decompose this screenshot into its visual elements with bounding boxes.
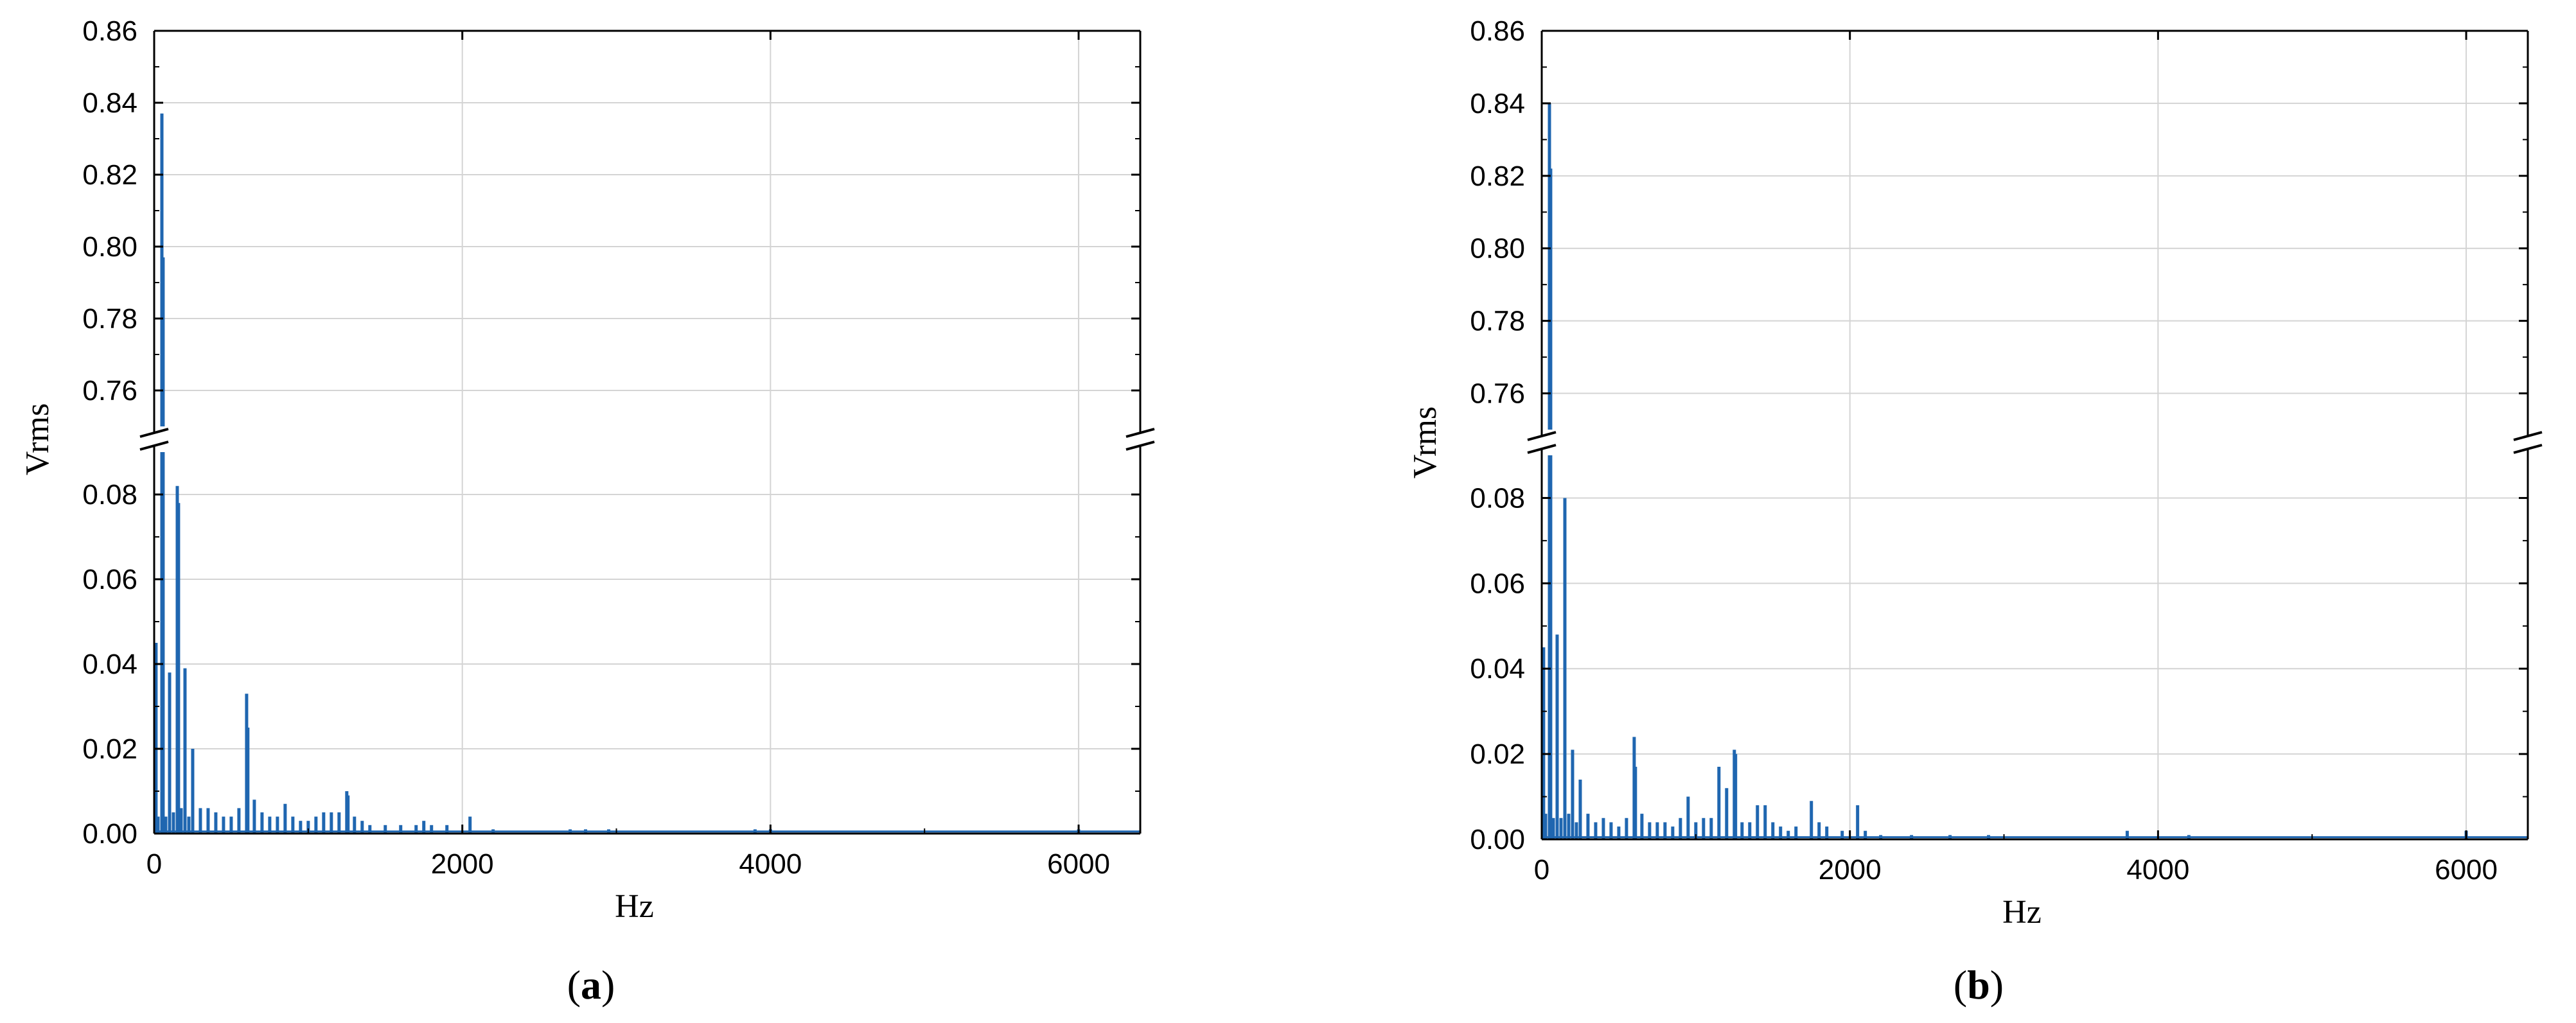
y-tick-label: 0.82 xyxy=(82,159,137,191)
y-tick-label: 0.78 xyxy=(82,303,137,335)
panel-a: 0.76 0.78 0.80 0.82 0.84 0.86 0.00 0.02 0.04 0.06… xyxy=(19,15,1155,1008)
y-tick-label: 0.00 xyxy=(1470,824,1525,855)
x-tick-label: 2000 xyxy=(431,848,494,880)
y-tick-label: 0.06 xyxy=(82,564,137,595)
y-tick-label: 0.02 xyxy=(82,733,137,765)
axis-break-mark xyxy=(1125,441,1155,451)
y-tick-label: 0.76 xyxy=(82,375,137,407)
y-tick-label: 0.08 xyxy=(82,479,137,511)
axis-break-mark xyxy=(1527,431,1557,441)
y-tick-label: 0.84 xyxy=(1470,88,1525,119)
axis-break-mark xyxy=(139,428,169,438)
axis-break-mark xyxy=(139,441,169,451)
y-tick-label: 0.76 xyxy=(1470,378,1525,410)
axis-break-mark xyxy=(2513,444,2543,454)
panel-b: 0.76 0.78 0.80 0.82 0.84 0.86 0.00 0.02 0.04 0.06… xyxy=(1407,15,2543,1008)
y-axis-title: Vrms xyxy=(19,403,56,475)
x-tick-label: 6000 xyxy=(1047,848,1110,880)
panel-label: (a) xyxy=(567,962,615,1008)
axis-break-mark xyxy=(1125,428,1155,438)
y-tick-label: 0.80 xyxy=(82,231,137,263)
x-tick-label: 4000 xyxy=(739,848,802,880)
y-tick-label: 0.04 xyxy=(82,649,137,680)
axis-break-mark xyxy=(1527,444,1557,454)
y-tick-label: 0.02 xyxy=(1470,739,1525,770)
y-tick-label: 0.82 xyxy=(1470,161,1525,192)
y-tick-label: 0.86 xyxy=(1470,15,1525,47)
axis-break-mark xyxy=(2513,431,2543,441)
x-tick-label: 4000 xyxy=(2126,854,2189,886)
y-tick-label: 0.00 xyxy=(82,818,137,850)
x-axis-title: Hz xyxy=(2002,894,2042,931)
y-axis-title: Vrms xyxy=(1407,407,1443,478)
x-tick-label: 0 xyxy=(1534,854,1549,886)
y-tick-label: 0.80 xyxy=(1470,233,1525,265)
y-tick-label: 0.06 xyxy=(1470,568,1525,599)
y-tick-label: 0.86 xyxy=(82,15,137,47)
x-tick-label: 2000 xyxy=(1819,854,1882,886)
panel-label: (b) xyxy=(1954,962,2004,1008)
x-tick-label: 6000 xyxy=(2435,854,2498,886)
x-axis-title: Hz xyxy=(615,888,654,925)
x-tick-label: 0 xyxy=(146,848,162,880)
y-tick-label: 0.78 xyxy=(1470,306,1525,337)
y-tick-label: 0.08 xyxy=(1470,482,1525,514)
y-tick-label: 0.84 xyxy=(82,87,137,119)
y-tick-label: 0.04 xyxy=(1470,653,1525,685)
